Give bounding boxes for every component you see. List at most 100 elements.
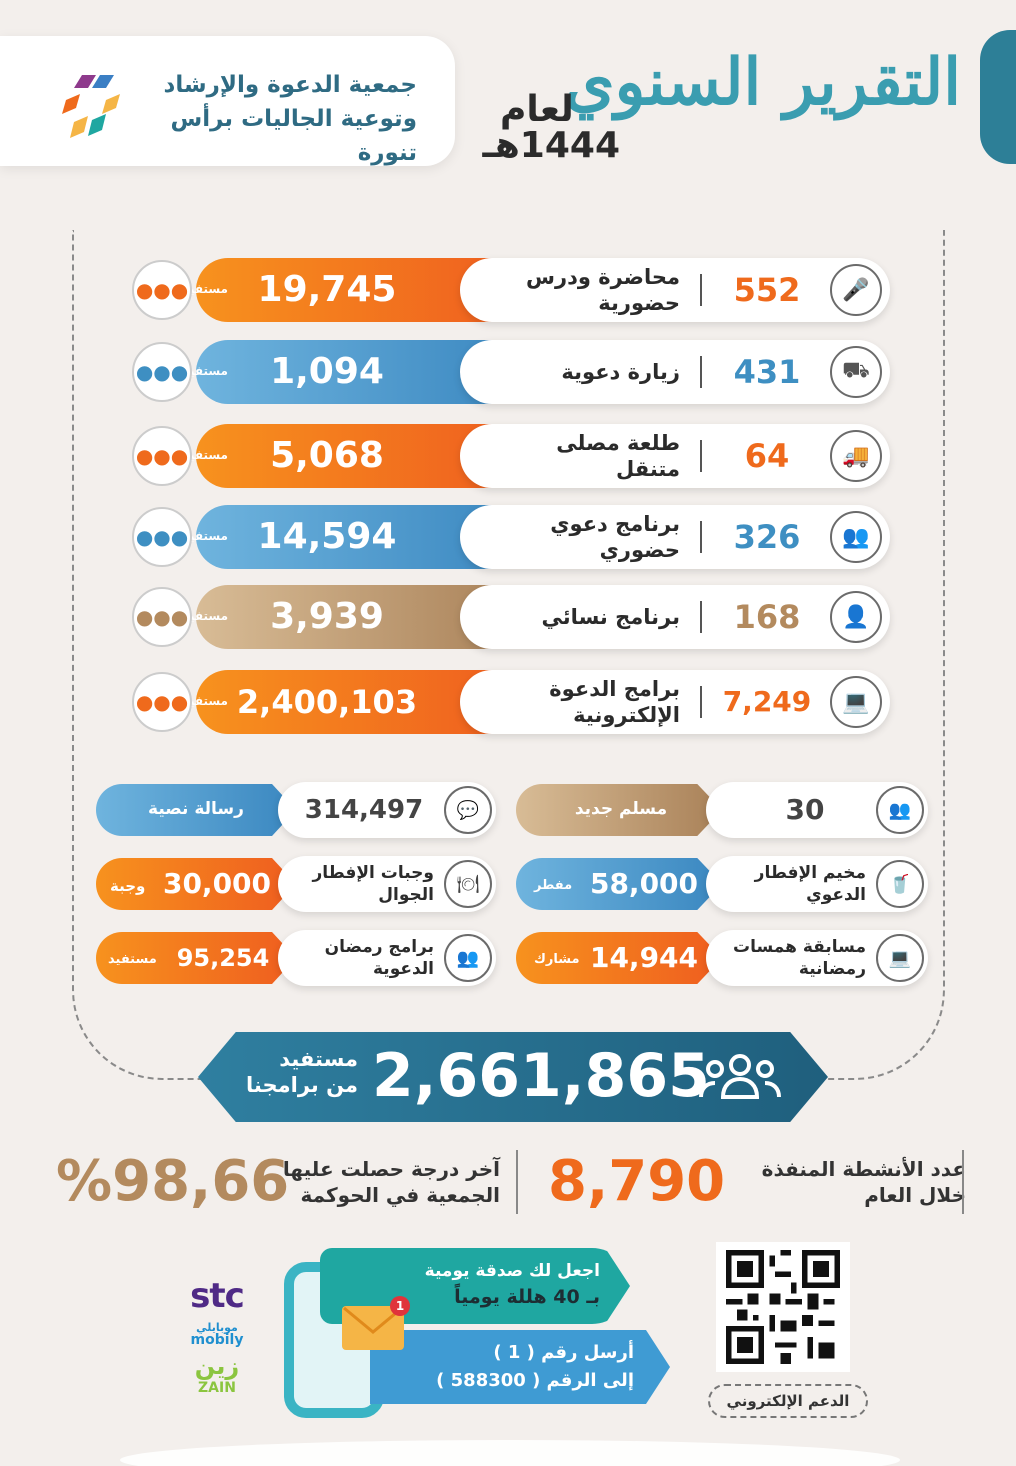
governance-value: %98,66 <box>56 1149 290 1214</box>
donation-line1: اجعل لك صدقة يومية <box>424 1261 600 1281</box>
computer-icon: 💻 <box>830 676 882 728</box>
program-label: برامج الدعوة الإلكترونية <box>549 677 680 727</box>
activities-label-line1: عدد الأنشطة المنفذة <box>761 1157 966 1181</box>
woman-icon: 👤 <box>830 591 882 643</box>
report-title: التقرير السنوي <box>564 45 961 120</box>
zain-logo: زين ZAIN <box>180 1352 254 1396</box>
organization-name-line2: وتوعية الجاليات برأس تنورة <box>170 106 418 166</box>
qr-pattern <box>726 1250 840 1364</box>
people-icon: ●●● <box>132 672 192 732</box>
program-count: 552 <box>733 271 801 309</box>
new-muslim-value: 30 <box>785 793 825 826</box>
donation-line3: أرسل رقم ( 1 ) <box>493 1342 634 1363</box>
organization-name: جمعية الدعوة والإرشاد وتوعية الجاليات بر… <box>117 68 417 170</box>
beneficiaries-value: 3,939 <box>270 596 384 637</box>
program-info: 🚚 64 طلعة مصلى متنقل <box>460 424 890 488</box>
beneficiaries-value: 14,594 <box>257 516 397 557</box>
people-icon: ●●● <box>132 587 192 647</box>
program-count: 168 <box>733 598 801 636</box>
program-label: برنامج دعوي حضوري <box>550 512 680 562</box>
value-bar <box>96 858 296 910</box>
zain-latin: ZAIN <box>198 1380 236 1396</box>
group-icon: 👥 <box>876 786 924 834</box>
ramadan-programs-unit: مستفيد <box>108 952 157 967</box>
ramadan-programs-card: 95,254 مستفيد 👥 برامج رمضان الدعوية <box>96 930 496 986</box>
program-info: 💻 7,249 برامج الدعوة الإلكترونية <box>460 670 890 734</box>
report-year: لعام 1444هـ <box>482 92 620 166</box>
people-icon: ●●● <box>132 507 192 567</box>
program-info: 👥 326 برنامج دعوي حضوري <box>460 505 890 569</box>
chat-icon: 💬 <box>444 786 492 834</box>
bottom-decoration <box>120 1440 900 1466</box>
governance-label-line2: الجمعية في الحوكمة <box>300 1183 500 1207</box>
computer-icon: 💻 <box>876 934 924 982</box>
program-row: 19,745 مستفيد ●●● 🎤 552 محاضرة ودرس حضور… <box>132 258 890 322</box>
people-icon: ●●● <box>132 260 192 320</box>
route-icon: ⛟ <box>830 346 882 398</box>
governance-label: آخر درجة حصلت عليها الجمعية في الحوكمة <box>280 1156 500 1208</box>
divider <box>700 356 702 388</box>
people-icon: ●●● <box>132 342 192 402</box>
iftar-camp-value: 58,000 <box>589 867 699 900</box>
value-bar <box>96 932 296 984</box>
qr-code[interactable] <box>716 1242 850 1372</box>
divider <box>700 274 702 306</box>
header-accent-tab <box>980 30 1016 164</box>
label-bar <box>96 784 296 836</box>
audience-icon: 👥 <box>444 934 492 982</box>
total-label-line1: مستفيد <box>279 1047 358 1071</box>
organization-card: جمعية الدعوة والإرشاد وتوعية الجاليات بر… <box>0 36 455 166</box>
total-beneficiaries-label: مستفيد من برامجنا <box>238 1046 358 1098</box>
mobile-iftar-label: وجبات الإفطار الجوال <box>312 863 435 905</box>
total-label-line2: من برامجنا <box>246 1073 358 1097</box>
iftar-camp-label: مخيم الإفطار الدعوي <box>754 863 866 905</box>
program-label: طلعة مصلى متنقل <box>556 431 680 481</box>
program-label: محاضرة ودرس حضورية <box>526 265 680 315</box>
divider <box>700 521 702 553</box>
sms-banner: أرسل رقم ( 1 ) إلى الرقم ( 588300 ) <box>370 1330 670 1404</box>
program-row: 1,094 مستفيد ●●● ⛟ 431 زيارة دعوية <box>132 340 890 404</box>
beneficiaries-unit: مستفيد <box>182 448 228 462</box>
organization-name-line1: جمعية الدعوة والإرشاد <box>163 72 417 98</box>
program-count: 7,249 <box>722 685 812 718</box>
ramadan-contest-label: مسابقة همسات رمضانية <box>732 937 866 979</box>
program-info: ⛟ 431 زيارة دعوية <box>460 340 890 404</box>
mobile-iftar-unit: وجبة <box>110 877 146 895</box>
divider <box>700 601 702 633</box>
value-bar <box>516 932 722 984</box>
ramadan-contest-card: 14,944 مشارك 💻 مسابقة همسات رمضانية <box>516 930 928 986</box>
activities-value: 8,790 <box>548 1149 726 1214</box>
donation-line2: بـ 40 هللة يومياً <box>454 1286 600 1308</box>
people-outline-icon <box>699 1054 781 1099</box>
beneficiaries-value: 5,068 <box>270 435 384 476</box>
mobily-arabic: موبايلي <box>196 1321 238 1334</box>
new-muslim-card: مسلم جديد 👥 30 <box>516 782 928 838</box>
e-support-label: الدعم الإلكتروني <box>708 1384 868 1418</box>
divider <box>700 440 702 472</box>
meal-icon: 🍽 <box>444 860 492 908</box>
drinks-icon: 🥤 <box>876 860 924 908</box>
mobile-iftar-card: 30,000 وجبة 🍽 وجبات الإفطار الجوال <box>96 856 496 912</box>
ramadan-programs-label: برامج رمضان الدعوية <box>324 937 434 979</box>
new-muslim-label: مسلم جديد <box>574 799 668 819</box>
label-bar <box>516 784 722 836</box>
notification-badge: 1 <box>390 1296 410 1316</box>
value-bar <box>516 858 722 910</box>
year-value: 1444هـ <box>482 125 620 166</box>
beneficiaries-unit: مستفيد <box>182 364 228 378</box>
program-count: 64 <box>744 437 790 475</box>
stc-logo: stc <box>190 1276 245 1316</box>
beneficiaries-value: 2,400,103 <box>236 683 418 721</box>
beneficiaries-value: 1,094 <box>270 351 384 392</box>
program-row: 5,068 مستفيد ●●● 🚚 64 طلعة مصلى متنقل <box>132 424 890 488</box>
program-row: 2,400,103 مستفيد ●●● 💻 7,249 برامج الدعو… <box>132 670 890 734</box>
truck-icon: 🚚 <box>830 430 882 482</box>
program-info: 🎤 552 محاضرة ودرس حضورية <box>460 258 890 322</box>
mobily-latin: mobily <box>190 1332 244 1348</box>
program-label: زيارة دعوية <box>561 360 680 384</box>
iftar-camp-card: 58,000 مفطر 🥤 مخيم الإفطار الدعوي <box>516 856 928 912</box>
donation-line4: إلى الرقم ( 588300 ) <box>436 1370 634 1391</box>
program-info: 👤 168 برنامج نسائي <box>460 585 890 649</box>
ramadan-programs-value: 95,254 <box>176 944 270 972</box>
text-message-card: رسالة نصية 💬 314,497 <box>96 782 496 838</box>
